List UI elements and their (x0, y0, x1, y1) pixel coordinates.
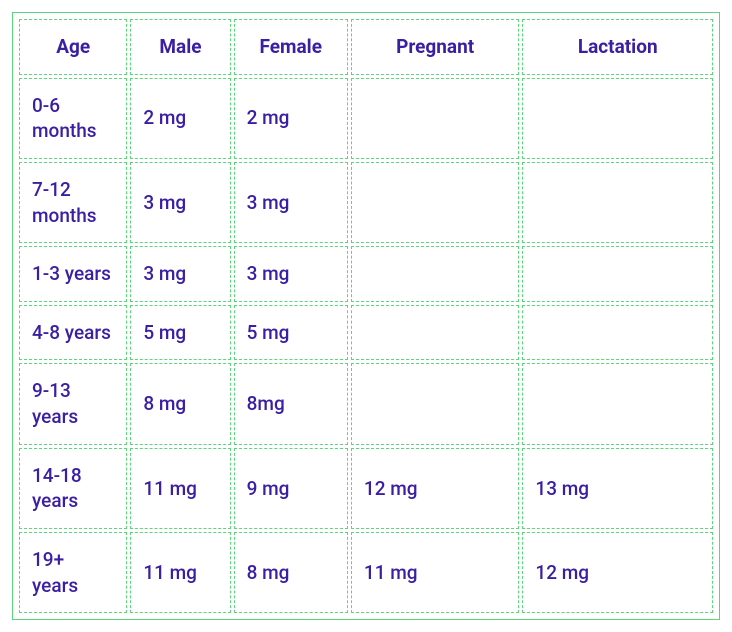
cell-pregnant: 12 mg (351, 448, 519, 529)
cell-age: 1-3 years (19, 246, 127, 302)
col-header-male: Male (130, 19, 230, 75)
cell-pregnant: 11 mg (351, 532, 519, 613)
cell-female: 9 mg (234, 448, 348, 529)
intake-table-container: Age Male Female Pregnant Lactation 0-6 m… (12, 12, 720, 620)
cell-female: 3 mg (234, 162, 348, 243)
cell-male: 8 mg (130, 363, 230, 444)
table-row: 0-6 months 2 mg 2 mg (19, 78, 713, 159)
cell-age: 7-12 months (19, 162, 127, 243)
col-header-lactation: Lactation (522, 19, 713, 75)
cell-age: 0-6 months (19, 78, 127, 159)
cell-lactation (522, 363, 713, 444)
cell-lactation: 13 mg (522, 448, 713, 529)
cell-male: 2 mg (130, 78, 230, 159)
cell-female: 2 mg (234, 78, 348, 159)
cell-age: 4-8 years (19, 305, 127, 361)
cell-male: 3 mg (130, 162, 230, 243)
table-row: 7-12 months 3 mg 3 mg (19, 162, 713, 243)
cell-female: 5 mg (234, 305, 348, 361)
cell-pregnant (351, 162, 519, 243)
cell-age: 9-13 years (19, 363, 127, 444)
col-header-pregnant: Pregnant (351, 19, 519, 75)
cell-male: 11 mg (130, 532, 230, 613)
table-row: 9-13 years 8 mg 8mg (19, 363, 713, 444)
table-row: 1-3 years 3 mg 3 mg (19, 246, 713, 302)
cell-pregnant (351, 363, 519, 444)
cell-age: 14-18 years (19, 448, 127, 529)
table-row: 19+ years 11 mg 8 mg 11 mg 12 mg (19, 532, 713, 613)
table-row: 14-18 years 11 mg 9 mg 12 mg 13 mg (19, 448, 713, 529)
cell-female: 8mg (234, 363, 348, 444)
cell-lactation (522, 162, 713, 243)
cell-male: 5 mg (130, 305, 230, 361)
table-row: 4-8 years 5 mg 5 mg (19, 305, 713, 361)
cell-lactation (522, 305, 713, 361)
cell-male: 11 mg (130, 448, 230, 529)
cell-lactation: 12 mg (522, 532, 713, 613)
cell-pregnant (351, 78, 519, 159)
table-header-row: Age Male Female Pregnant Lactation (19, 19, 713, 75)
intake-table: Age Male Female Pregnant Lactation 0-6 m… (16, 16, 716, 616)
cell-pregnant (351, 305, 519, 361)
cell-lactation (522, 246, 713, 302)
col-header-age: Age (19, 19, 127, 75)
cell-pregnant (351, 246, 519, 302)
col-header-female: Female (234, 19, 348, 75)
cell-male: 3 mg (130, 246, 230, 302)
cell-female: 8 mg (234, 532, 348, 613)
cell-lactation (522, 78, 713, 159)
cell-age: 19+ years (19, 532, 127, 613)
cell-female: 3 mg (234, 246, 348, 302)
